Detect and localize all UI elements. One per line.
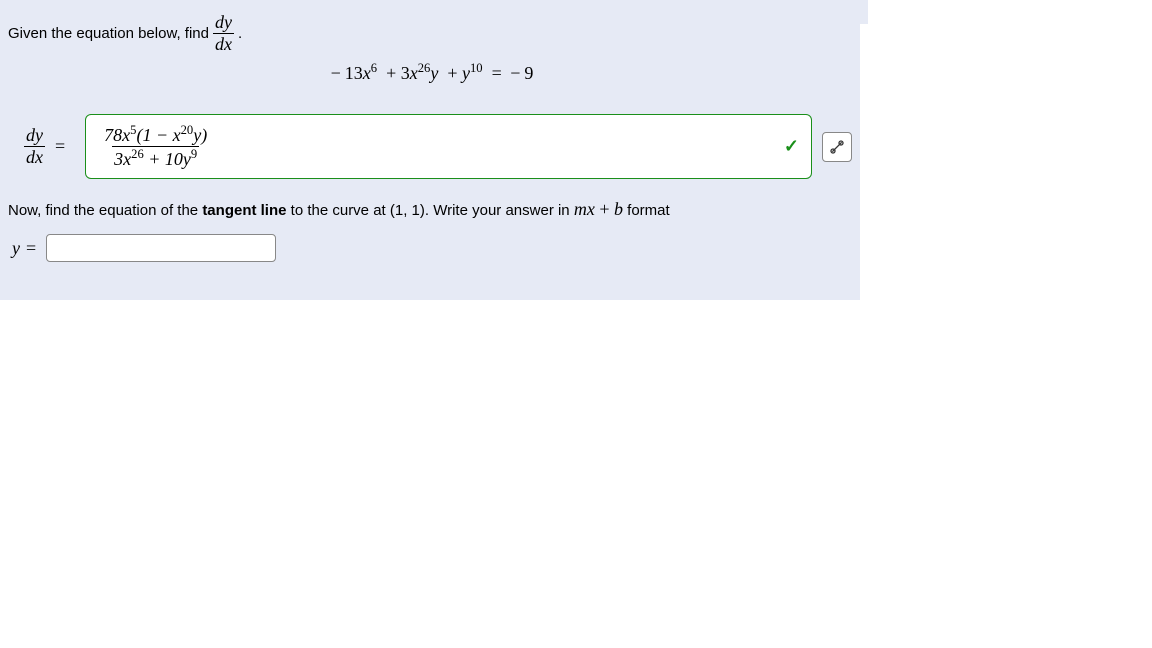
prompt2-bold: tangent line [202,202,286,219]
answer1-label: dy dx = [20,125,71,168]
prompt2-mid: to the curve at (1, 1). Write your answe… [286,202,573,219]
prompt-line-2: Now, find the equation of the tangent li… [8,199,852,220]
dy-dx-fraction: dy dx [213,12,234,55]
problem-panel: Given the equation below, find dy dx . −… [0,0,860,300]
answer1-value-num: 78x5(1 − x20y) [102,123,209,146]
equals-sign-1: = [55,136,65,157]
answer1-value-den: 3x26 + 10y9 [112,146,199,170]
answer2-y: y [12,238,20,259]
answer1-input[interactable]: 78x5(1 − x20y) 3x26 + 10y9 ✓ [85,114,812,179]
frac-num: dy [213,12,234,33]
answer1-row: dy dx = 78x5(1 − x20y) 3x26 + 10y9 ✓ [8,114,852,179]
prompt1-prefix: Given the equation below, find [8,25,209,42]
prompt2-b: b [614,199,623,219]
frac-den: dx [213,33,234,55]
equals-sign-2: = [26,238,36,259]
prompt2-suffix: format [623,202,670,219]
prompt1-suffix: . [238,25,242,42]
check-icon: ✓ [784,136,799,157]
prompt2-format: mx [574,199,595,219]
gear-icon [829,139,845,155]
edge-strip [860,0,868,24]
prompt2-plus: + [595,199,614,219]
prompt2-prefix: Now, find the equation of the [8,202,202,219]
answer1-frac-num: dy [24,125,45,146]
answer2-row: y = [8,234,852,262]
answer1-dy-dx: dy dx [24,125,45,168]
answer1-frac-den: dx [24,146,45,168]
prompt-line-1: Given the equation below, find dy dx . [8,12,852,55]
answer2-input[interactable] [46,234,276,262]
equation-display: −13x6 + 3x26y + y10 = −9 [8,61,852,84]
answer1-value: 78x5(1 − x20y) 3x26 + 10y9 [102,123,209,170]
answer2-label: y = [12,238,42,259]
formatting-help-button[interactable] [822,132,852,162]
